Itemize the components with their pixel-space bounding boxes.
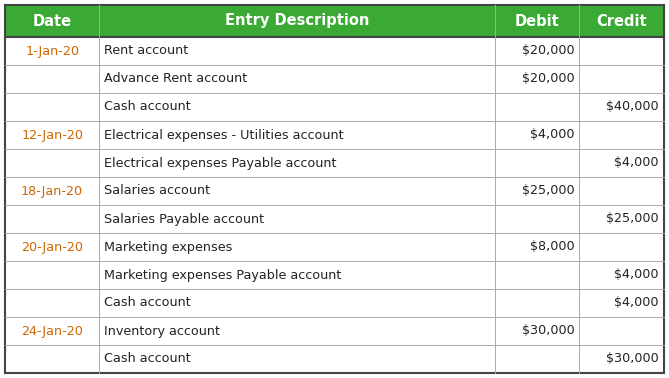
- Bar: [5, 345, 664, 373]
- Text: $4,000: $4,000: [615, 296, 659, 310]
- Text: Salaries Payable account: Salaries Payable account: [104, 212, 264, 226]
- Text: Entry Description: Entry Description: [225, 14, 369, 28]
- Bar: [5, 5, 99, 37]
- Text: Marketing expenses Payable account: Marketing expenses Payable account: [104, 268, 341, 282]
- Bar: [494, 5, 579, 37]
- Text: $8,000: $8,000: [530, 240, 574, 254]
- Text: $25,000: $25,000: [522, 184, 574, 197]
- Text: 1-Jan-20: 1-Jan-20: [25, 45, 79, 57]
- Text: Salaries account: Salaries account: [104, 184, 210, 197]
- Bar: [5, 37, 664, 65]
- Text: $30,000: $30,000: [522, 324, 574, 338]
- Bar: [5, 317, 664, 345]
- Bar: [5, 261, 664, 289]
- Text: 24-Jan-20: 24-Jan-20: [21, 324, 83, 338]
- Bar: [5, 121, 664, 149]
- Text: Cash account: Cash account: [104, 101, 191, 113]
- Bar: [5, 177, 664, 205]
- Bar: [5, 93, 664, 121]
- Text: $25,000: $25,000: [606, 212, 659, 226]
- Text: Rent account: Rent account: [104, 45, 189, 57]
- Text: $40,000: $40,000: [606, 101, 659, 113]
- Text: Advance Rent account: Advance Rent account: [104, 73, 248, 85]
- Text: Cash account: Cash account: [104, 353, 191, 366]
- Text: $4,000: $4,000: [530, 129, 574, 141]
- Text: $20,000: $20,000: [522, 45, 574, 57]
- Text: $30,000: $30,000: [606, 353, 659, 366]
- Text: Electrical expenses - Utilities account: Electrical expenses - Utilities account: [104, 129, 344, 141]
- Bar: [99, 5, 494, 37]
- Bar: [5, 205, 664, 233]
- Text: Cash account: Cash account: [104, 296, 191, 310]
- Bar: [5, 65, 664, 93]
- Bar: [5, 149, 664, 177]
- Text: Date: Date: [33, 14, 72, 28]
- Text: Debit: Debit: [514, 14, 559, 28]
- Text: $20,000: $20,000: [522, 73, 574, 85]
- Text: 12-Jan-20: 12-Jan-20: [21, 129, 83, 141]
- Text: Electrical expenses Payable account: Electrical expenses Payable account: [104, 156, 337, 169]
- Text: Marketing expenses: Marketing expenses: [104, 240, 233, 254]
- Text: Inventory account: Inventory account: [104, 324, 220, 338]
- Text: $4,000: $4,000: [615, 156, 659, 169]
- Bar: [579, 5, 664, 37]
- Text: Credit: Credit: [596, 14, 647, 28]
- Text: 20-Jan-20: 20-Jan-20: [21, 240, 83, 254]
- Text: 18-Jan-20: 18-Jan-20: [21, 184, 83, 197]
- Bar: [5, 289, 664, 317]
- Text: $4,000: $4,000: [615, 268, 659, 282]
- Bar: [5, 233, 664, 261]
